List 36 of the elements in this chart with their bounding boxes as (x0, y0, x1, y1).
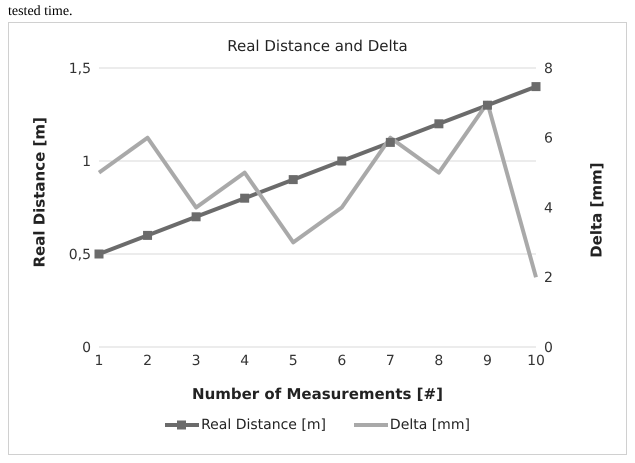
point (386, 138, 395, 147)
y2-tick-label: 6 (544, 130, 553, 147)
y-axis-title: Real Distance [m] (30, 117, 48, 268)
y2-tick-label: 8 (544, 60, 553, 77)
x-tick-label: 7 (386, 352, 395, 369)
text: tested time. (8, 4, 73, 20)
x-tick-label: 2 (143, 352, 152, 369)
x-tick-label: 3 (192, 352, 201, 369)
y-tick-label: 0 (82, 340, 91, 356)
point (337, 156, 346, 166)
point (288, 175, 298, 184)
point (434, 119, 444, 128)
x-tick-label: 6 (337, 352, 346, 369)
point (143, 230, 152, 240)
x-axis-title: Number of Measurements [#] (192, 385, 443, 403)
point (240, 194, 250, 203)
x-tick-label: 5 (288, 352, 298, 369)
y2-tick-label: 4 (544, 200, 553, 216)
y-tick-label: 1,5 (68, 60, 91, 77)
chart-title: Real Distance and Delta (226, 37, 409, 55)
y2-tick-label: 2 (544, 270, 553, 286)
x-tick-label: 8 (434, 352, 444, 369)
x-tick-label: 4 (240, 352, 250, 369)
point (94, 250, 104, 258)
y2-axis-title: Delta [mm] (587, 162, 606, 258)
x-tick-label: 9 (482, 352, 492, 369)
point (532, 82, 540, 92)
y-tick-label: 0,5 (68, 246, 91, 263)
point (192, 212, 201, 222)
x-tick-label: 10 (527, 352, 545, 369)
x-tick-label: 1 (94, 352, 104, 369)
y2-tick-label: 0 (544, 340, 553, 356)
y-tick-label: 1 (82, 154, 91, 170)
legend-label: Real Distance [m] (200, 417, 326, 433)
point (482, 100, 492, 110)
legend-label: Delta [mm] (388, 417, 470, 433)
